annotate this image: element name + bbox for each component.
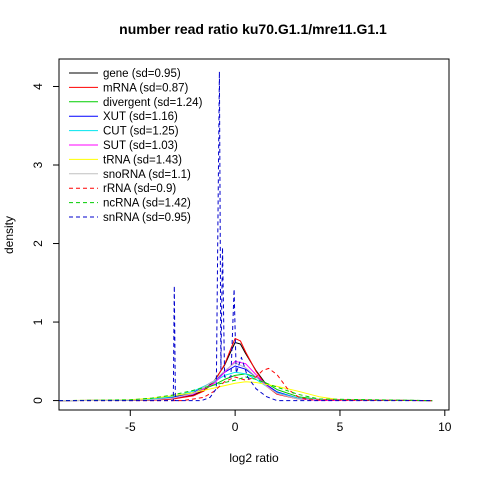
y-axis-label: density [2, 216, 16, 254]
y-tick-label: 1 [31, 318, 45, 325]
plot-frame [58, 58, 450, 411]
legend-label: SUT (sd=1.03) [103, 140, 178, 152]
series-line-11 [59, 71, 433, 402]
legend-label: tRNA (sd=1.43) [103, 154, 182, 166]
legend-label: snoRNA (sd=1.1) [103, 169, 191, 181]
legend: gene (sd=0.95) mRNA (sd=0.87) divergent (s… [69, 68, 203, 224]
legend-label: rRNA (sd=0.9) [103, 183, 176, 195]
series-line-7 [58, 381, 433, 402]
series-line-2 [58, 338, 433, 402]
x-tick-label: 0 [232, 420, 239, 434]
x-tick-label: 5 [337, 420, 344, 434]
series-line-9 [59, 367, 433, 402]
y-tick-label: 0 [31, 397, 45, 404]
series-line-3 [58, 373, 433, 402]
series-line-8 [58, 362, 433, 402]
y-tick-label: 3 [31, 161, 45, 168]
x-axis: -5 0 5 10 [125, 410, 452, 434]
legend-label: ncRNA (sd=1.42) [103, 198, 191, 210]
legend-label: CUT (sd=1.25) [103, 126, 179, 138]
series-line-5 [58, 371, 433, 402]
y-tick-label: 2 [31, 240, 45, 247]
series-line-10 [58, 376, 433, 402]
x-tick-label: 10 [438, 420, 452, 434]
legend-label: snRNA (sd=0.95) [103, 212, 191, 224]
legend-label: mRNA (sd=0.87) [103, 82, 188, 94]
x-tick-label: -5 [125, 420, 136, 434]
x-axis-label: log2 ratio [229, 451, 279, 465]
y-tick-label: 4 [31, 83, 45, 90]
legend-label: XUT (sd=1.16) [103, 111, 178, 123]
series-layer [58, 71, 433, 402]
legend-label: divergent (sd=1.24) [103, 97, 203, 109]
legend-label: gene (sd=0.95) [103, 68, 181, 80]
chart-title: number read ratio ku70.G1.1/mre11.G1.1 [119, 21, 387, 37]
y-axis: 0 1 2 3 4 [31, 83, 59, 404]
